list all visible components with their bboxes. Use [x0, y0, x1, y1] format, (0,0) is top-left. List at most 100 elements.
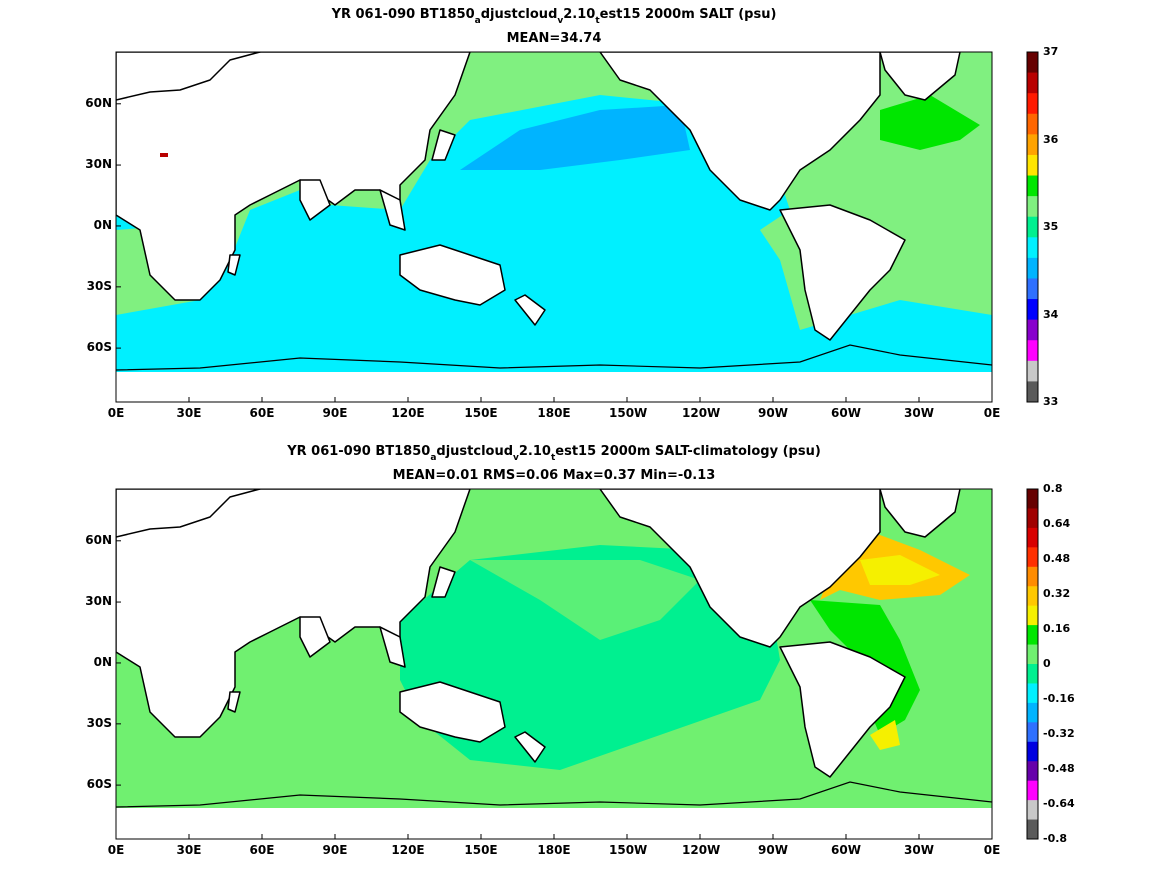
colorbar-anomaly-tick-label: 0.64 [1043, 517, 1071, 530]
colorbar-anomaly-frame [1026, 488, 1039, 840]
colorbar-salt-swatch [1027, 257, 1038, 279]
panel2-x-tick-label: 150E [464, 843, 498, 857]
panel1-y-tick-label: 30N [85, 157, 112, 172]
colorbar-anomaly-swatch [1027, 683, 1038, 704]
colorbar-anomaly-swatch [1027, 741, 1038, 762]
colorbar-salt-tick-label: 33 [1043, 395, 1059, 408]
land-masses [116, 52, 961, 341]
panel2-y-tick-label: 0N [93, 654, 112, 669]
colorbar-anomaly-swatch [1027, 664, 1038, 684]
colorbar-anomaly-swatch [1027, 780, 1038, 801]
colorbar-anomaly-swatch [1027, 586, 1038, 607]
panel2-x-tick-label: 30W [904, 843, 934, 857]
colorbar-salt-swatch [1027, 175, 1038, 197]
colorbar-salt-swatch [1027, 278, 1038, 300]
panel1-stats: MEAN=34.74 [506, 31, 602, 46]
colorbar-anomaly-tick-label: 0.8 [1043, 482, 1063, 495]
colorbar-anomaly-swatch [1027, 819, 1038, 840]
panel2-x-tick-label: 120E [391, 843, 425, 857]
colorbar-anomaly-tick-label: 0.48 [1043, 552, 1071, 565]
panel2-stats: MEAN=0.01 RMS=0.06 Max=0.37 Min=-0.13 [392, 468, 716, 483]
colorbar-anomaly-tick-label: -0.8 [1043, 832, 1068, 845]
panel1-x-tick-label: 60W [831, 406, 861, 420]
colorbar-salt-frame [1026, 51, 1039, 403]
salinity-map [116, 52, 992, 402]
panel1-x-tick-label: 0E [983, 406, 1001, 420]
panel2-x-tick-label: 60E [249, 843, 275, 857]
colorbar-salt-swatch [1027, 134, 1038, 156]
panel2-x-tick-label: 0E [983, 843, 1001, 857]
colorbar-salt-tick-label: 36 [1043, 132, 1059, 146]
panel1-title: YR 061-090 BT1850adjustcloudv2.10test15 … [331, 7, 777, 26]
panel1-x-tick-label: 150E [464, 406, 498, 420]
colorbar-anomaly-tick-label: -0.48 [1043, 762, 1075, 775]
panel1-x-tick-label: 180E [537, 406, 571, 420]
colorbar-salt-swatch [1027, 154, 1038, 177]
colorbar-anomaly-swatch [1027, 508, 1038, 529]
panel2-y-tick-label: 60S [86, 777, 112, 792]
panel2-title: YR 061-090 BT1850adjustcloudv2.10test15 … [287, 444, 821, 463]
colorbar-salt-swatch [1027, 196, 1038, 218]
panel1-y-tick-label: 60N [85, 95, 112, 110]
panel1-y-tick-label: 30S [86, 278, 112, 293]
colorbar-salt-swatch [1027, 93, 1038, 115]
panel1-x-tick-label: 120W [682, 406, 721, 420]
colorbar-anomaly-swatch [1027, 761, 1038, 782]
panel2-x-tick-label: 180E [537, 843, 571, 857]
colorbar-anomaly-swatch [1027, 605, 1038, 626]
colorbar-salt-swatch [1027, 360, 1038, 382]
colorbar-anomaly-swatch [1027, 702, 1038, 723]
colorbar-salt-swatch [1027, 52, 1038, 74]
colorbar-anomaly-tick-label: -0.16 [1043, 692, 1075, 705]
colorbar-salt-swatch [1027, 113, 1038, 135]
panel2-x-tick-label: 0E [107, 843, 125, 857]
panel1-y-tick-label: 60S [86, 340, 112, 355]
panel1-x-tick-label: 30E [176, 406, 202, 420]
colorbar-anomaly-swatch [1027, 527, 1038, 548]
colorbar-anomaly-tick-label: -0.64 [1043, 797, 1075, 810]
colorbar-salt-tick-label: 35 [1043, 220, 1059, 233]
colorbar-anomaly-swatch [1027, 722, 1038, 743]
panel1-x-tick-label: 0E [107, 406, 125, 420]
colorbar-salt-swatch [1027, 340, 1038, 362]
colorbar-anomaly-tick-label: 0.16 [1043, 622, 1071, 635]
colorbar-salt-swatch [1027, 319, 1038, 341]
colorbar-anomaly-tick-label: 0 [1043, 657, 1051, 670]
panel2-x-tick-label: 90E [322, 843, 348, 857]
panel1-x-tick-label: 90E [322, 406, 348, 420]
panel2-x-tick-label: 90W [758, 843, 788, 857]
panel1-x-tick-label: 120E [391, 406, 425, 420]
panel2-y-tick-label: 30N [85, 594, 112, 609]
colorbar-salt-swatch [1027, 72, 1038, 94]
panel1-x-tick-label: 60E [249, 406, 275, 420]
colorbar-salt [1026, 51, 1039, 403]
panel2-x-tick-label: 30E [176, 843, 202, 857]
colorbar-salt-swatch [1027, 381, 1038, 403]
colorbar-anomaly-swatch [1027, 547, 1038, 568]
colorbar-anomaly-swatch [1027, 625, 1038, 646]
colorbar-anomaly [1026, 488, 1039, 840]
panel2-y-tick-label: 30S [86, 715, 112, 730]
panel1-y-tick-label: 0N [93, 217, 112, 232]
colorbar-anomaly-tick-label: 0.32 [1043, 587, 1071, 600]
colorbar-salt-swatch [1027, 299, 1038, 321]
colorbar-anomaly-swatch [1027, 800, 1038, 821]
panel1-x-tick-label: 150W [609, 406, 648, 420]
colorbar-anomaly-swatch [1027, 644, 1038, 665]
panel2-x-tick-label: 60W [831, 843, 861, 857]
colorbar-anomaly-swatch [1027, 566, 1038, 587]
panel1-x-tick-label: 90W [758, 406, 788, 420]
colorbar-salt-swatch [1027, 237, 1038, 259]
panel2-y-tick-label: 60N [85, 532, 112, 547]
colorbar-anomaly-swatch [1027, 489, 1038, 509]
colorbar-anomaly-tick-label: -0.32 [1043, 727, 1075, 740]
colorbar-salt-swatch [1027, 216, 1038, 238]
colorbar-salt-tick-label: 34 [1043, 307, 1059, 321]
colorbar-salt-tick-label: 37 [1043, 45, 1059, 58]
panel1-x-tick-label: 30W [904, 406, 934, 420]
panel2-x-tick-label: 120W [682, 843, 721, 857]
land-masses-2 [116, 489, 961, 778]
panel2-x-tick-label: 150W [609, 843, 648, 857]
salinity-anomaly-map [116, 489, 992, 839]
